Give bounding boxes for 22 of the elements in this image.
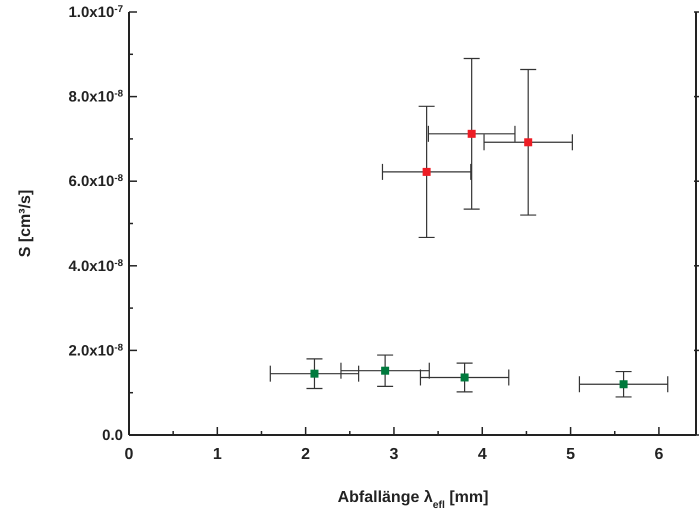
y-tick-label: 2.0x10$^{-8}$: [68, 342, 124, 360]
x-tick-label: 3: [390, 446, 398, 463]
x-tick-label: 1: [212, 446, 222, 463]
point: [422, 168, 431, 176]
y-tick-label: 6.0x10$^{-8}$: [68, 172, 124, 190]
y-tick-label: 1.0x10$^{-7}$: [68, 4, 123, 21]
x-tick-label: 4: [478, 446, 487, 463]
y-axis-title: S [cm³/s]: [17, 190, 34, 258]
x-tick-label: 2: [301, 446, 310, 463]
point: [460, 373, 469, 382]
x-tick-label: 6: [654, 446, 664, 463]
point: [310, 370, 318, 378]
y-tick-label: 4.0x10$^{-8}$: [68, 257, 124, 275]
point: [381, 366, 390, 375]
x-axis-title: Abfallänge λ$_{efl}$ [mm]: [338, 489, 488, 510]
point: [524, 138, 532, 146]
point: [468, 130, 476, 138]
x-tick-label: 0: [124, 446, 134, 463]
y-tick-label: 8.0x10$^{-8}$: [68, 88, 124, 106]
x-tick-label: 5: [566, 446, 576, 463]
y-tick-label: 0.0: [102, 427, 123, 444]
point: [620, 380, 628, 388]
